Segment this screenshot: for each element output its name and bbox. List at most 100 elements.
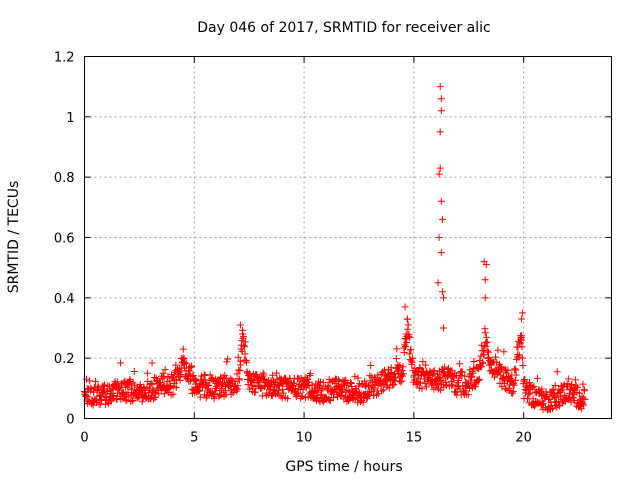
- y-tick-label: 0.4: [54, 292, 75, 307]
- data-point: [418, 385, 426, 393]
- data-point: [240, 342, 248, 350]
- data-point: [406, 333, 414, 341]
- data-point: [517, 336, 525, 344]
- data-point: [393, 345, 401, 353]
- data-point: [269, 371, 277, 379]
- data-point: [464, 391, 472, 399]
- data-point: [482, 342, 490, 350]
- data-point: [325, 395, 333, 403]
- data-point: [236, 366, 244, 374]
- data-point: [399, 363, 407, 371]
- data-point: [580, 387, 588, 395]
- data-point: [101, 381, 109, 389]
- data-point: [112, 395, 120, 403]
- data-point: [241, 338, 249, 346]
- data-point: [120, 392, 128, 400]
- data-point: [181, 359, 189, 367]
- data-point: [260, 383, 268, 391]
- data-point: [116, 359, 124, 367]
- data-point: [147, 379, 155, 387]
- data-point: [347, 379, 355, 387]
- data-point: [470, 358, 478, 366]
- y-tick-label: 0.8: [54, 171, 75, 186]
- data-point: [116, 383, 124, 391]
- data-point: [215, 378, 223, 386]
- data-point: [160, 373, 168, 381]
- data-point: [348, 383, 356, 391]
- data-point: [324, 383, 332, 391]
- data-point: [335, 377, 343, 385]
- data-point: [399, 370, 407, 378]
- data-point: [538, 385, 546, 393]
- data-point: [531, 402, 539, 410]
- data-point: [378, 387, 386, 395]
- data-point: [480, 351, 488, 359]
- data-point: [95, 384, 103, 392]
- data-point: [457, 372, 465, 380]
- data-point: [561, 391, 569, 399]
- data-point: [481, 329, 489, 337]
- chart-title: Day 046 of 2017, SRMTID for receiver ali…: [197, 20, 490, 36]
- data-point: [461, 387, 469, 395]
- data-point: [551, 381, 559, 389]
- data-point: [504, 366, 512, 374]
- data-point: [380, 366, 388, 374]
- data-point: [580, 401, 588, 409]
- data-point: [509, 387, 517, 395]
- data-point: [398, 377, 406, 385]
- data-point: [512, 371, 520, 379]
- data-point: [172, 361, 180, 369]
- data-point: [138, 398, 146, 406]
- data-point: [405, 350, 413, 358]
- data-point: [177, 371, 185, 379]
- data-point: [249, 384, 257, 392]
- data-point: [304, 375, 312, 383]
- data-point: [475, 376, 483, 384]
- data-point: [243, 358, 251, 366]
- data-point: [180, 354, 188, 362]
- data-point: [449, 381, 457, 389]
- data-point: [575, 389, 583, 397]
- data-point: [182, 360, 190, 368]
- data-point: [284, 395, 292, 403]
- data-point: [437, 95, 445, 103]
- data-point: [426, 367, 434, 375]
- data-point: [298, 392, 306, 400]
- data-point: [237, 361, 245, 369]
- data-point: [385, 384, 393, 392]
- data-point: [518, 343, 526, 351]
- data-point: [436, 83, 444, 91]
- data-point: [401, 303, 409, 311]
- data-point: [233, 370, 241, 378]
- data-point: [200, 371, 208, 379]
- data-point: [518, 354, 526, 362]
- data-point: [124, 388, 132, 396]
- data-point: [437, 386, 445, 394]
- data-point: [239, 330, 247, 338]
- data-point: [482, 261, 490, 269]
- x-tick-label: 5: [190, 431, 198, 446]
- data-point: [456, 360, 464, 368]
- data-point: [515, 351, 523, 359]
- data-point: [405, 330, 413, 338]
- data-point: [234, 353, 242, 361]
- data-point: [167, 383, 175, 391]
- data-point: [161, 366, 169, 374]
- data-point: [211, 390, 219, 398]
- data-point: [179, 345, 187, 353]
- data-point: [169, 390, 177, 398]
- data-point: [436, 128, 444, 136]
- data-point: [241, 350, 249, 358]
- data-point: [101, 392, 109, 400]
- grid-lines: [84, 56, 612, 419]
- data-point: [186, 367, 194, 375]
- data-point: [339, 386, 347, 394]
- data-point: [90, 388, 98, 396]
- y-tick-label: 1: [66, 111, 74, 126]
- data-point: [160, 390, 168, 398]
- data-point: [509, 389, 517, 397]
- data-point: [581, 395, 589, 403]
- data-point: [458, 368, 466, 376]
- data-point: [170, 379, 178, 387]
- x-tick-label: 10: [296, 431, 313, 446]
